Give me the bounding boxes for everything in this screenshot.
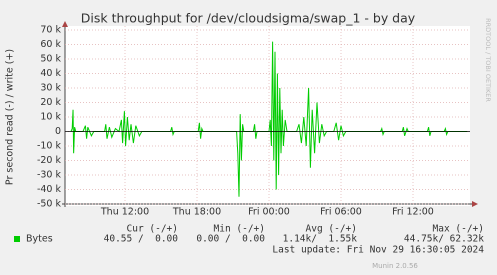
x-tick-label: Fri 06:00 — [320, 207, 362, 218]
legend-swatch — [14, 236, 20, 242]
last-update: Last update: Fri Nov 29 16:30:05 2024 — [272, 245, 484, 256]
y-arrow — [62, 21, 68, 27]
stat-header: Cur (-/+) — [127, 224, 178, 235]
x-tick-label: Fri 00:00 — [248, 207, 290, 218]
y-tick-label: 70 k — [40, 25, 61, 36]
stat-value: 1.14k/ 1.55k — [283, 234, 358, 245]
stat-value: 0.00 / 0.00 — [196, 234, 265, 245]
y-tick-label: -30 k — [37, 170, 62, 181]
side-label: RRDTOOL / TOBI OETIKER — [484, 18, 492, 102]
y-tick-label: -10 k — [37, 141, 62, 152]
y-tick-label: -50 k — [37, 199, 62, 210]
stat-header: Max (-/+) — [433, 224, 484, 235]
stat-value: 40.55 / 0.00 — [104, 234, 179, 245]
y-tick-label: -40 k — [37, 184, 62, 195]
y-tick-label: 40 k — [40, 68, 61, 79]
x-arrow — [472, 201, 478, 207]
stat-header: Min (-/+) — [214, 224, 265, 235]
y-axis-label: Pr second read (-) / write (+) — [5, 49, 16, 185]
y-tick-label: -20 k — [37, 155, 62, 166]
x-tick-label: Thu 18:00 — [172, 207, 221, 218]
y-tick-label: 10 k — [40, 112, 61, 123]
stat-header: Avg (-/+) — [306, 224, 357, 235]
footer: Munin 2.0.56 — [372, 262, 418, 270]
plot-area — [65, 26, 470, 206]
y-tick-label: 0 — [55, 126, 61, 137]
y-tick-label: 50 k — [40, 54, 61, 65]
x-tick-label: Thu 12:00 — [100, 207, 149, 218]
y-tick-label: 20 k — [40, 97, 61, 108]
legend-label: Bytes — [26, 234, 53, 245]
chart-title: Disk throughput for /dev/cloudsigma/swap… — [81, 11, 416, 26]
x-tick-label: Fri 12:00 — [392, 207, 434, 218]
y-tick-label: 60 k — [40, 39, 61, 50]
stat-value: 44.75k/ 62.32k — [404, 234, 484, 245]
y-tick-label: 30 k — [40, 83, 61, 94]
